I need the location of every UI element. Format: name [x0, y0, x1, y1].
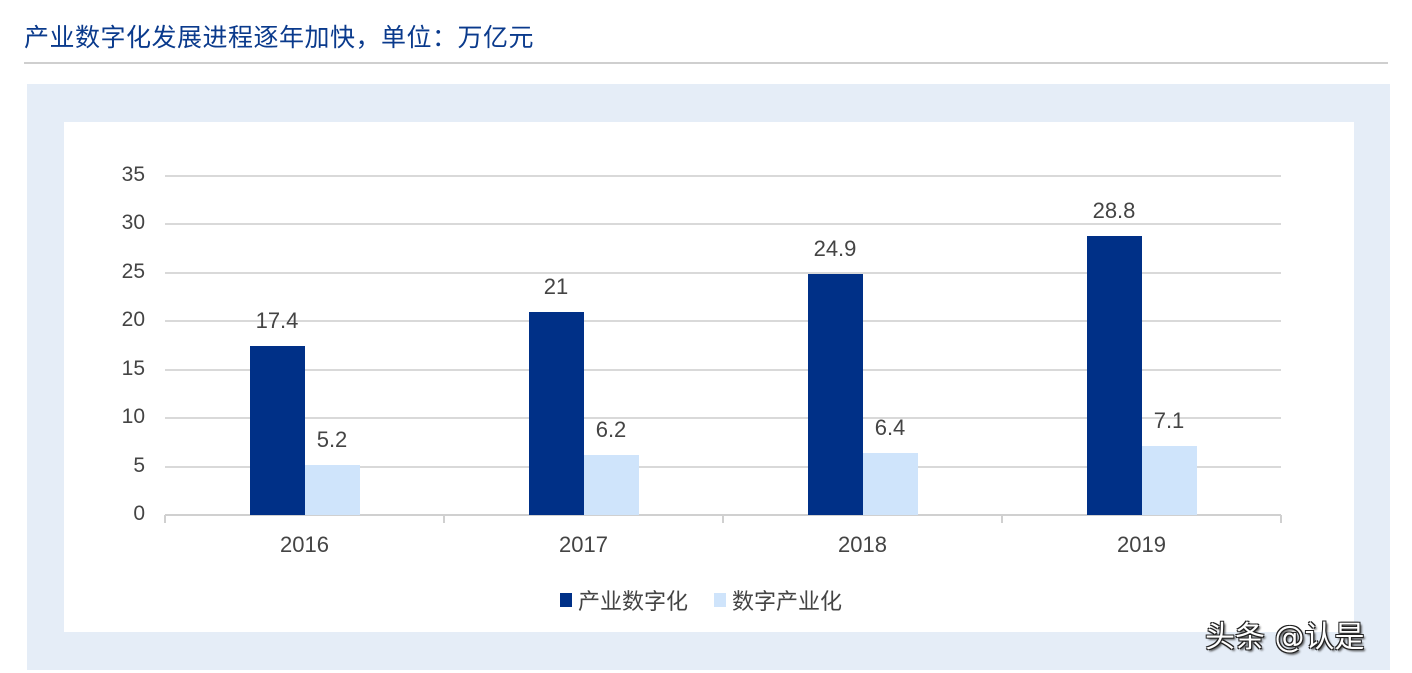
legend-item-industrial-digitalization: 产业数字化	[560, 584, 688, 616]
bar-industrial-digitalization	[807, 273, 863, 515]
x-axis-tick-mark	[722, 515, 724, 523]
data-label: 7.1	[1153, 408, 1185, 434]
data-label: 17.4	[255, 308, 299, 334]
x-axis-category-label: 2017	[559, 532, 608, 557]
x-axis-tick-mark	[164, 515, 166, 523]
legend-label: 产业数字化	[578, 590, 689, 615]
title-divider	[24, 62, 1388, 64]
bar-industrial-digitalization	[528, 311, 584, 515]
bar-digital-industrialization	[304, 464, 360, 515]
bar-digital-industrialization	[1141, 446, 1197, 515]
data-label: 21	[543, 273, 569, 299]
watermark-text: 头条 @认是	[1205, 620, 1365, 655]
bar-industrial-digitalization	[1086, 236, 1142, 515]
gridline	[165, 368, 1281, 371]
legend-item-digital-industrialization: 数字产业化	[714, 584, 842, 616]
y-axis-tick-label: 0	[133, 502, 145, 525]
gridline	[165, 223, 1281, 226]
bar-digital-industrialization	[862, 453, 918, 515]
data-label: 28.8	[1092, 198, 1136, 224]
data-label: 6.2	[595, 416, 627, 442]
x-axis-tick-mark	[1280, 515, 1282, 523]
x-axis-tick-mark	[1001, 515, 1003, 523]
gridline	[165, 417, 1281, 420]
y-axis-tick-label: 15	[121, 356, 145, 380]
y-axis-tick-label: 20	[121, 308, 145, 332]
x-axis-tick-mark	[443, 515, 445, 523]
chart-title: 产业数字化发展进程逐年加快，单位：万亿元	[24, 23, 535, 52]
gridline	[165, 465, 1281, 468]
x-axis-category-label: 2016	[280, 532, 329, 557]
gridline	[165, 320, 1281, 323]
gridline	[165, 271, 1281, 274]
chart-legend: 产业数字化 数字产业化	[560, 584, 868, 616]
x-axis-category-label: 2019	[1117, 532, 1166, 557]
data-label: 24.9	[813, 235, 857, 261]
x-axis-category-label: 2018	[838, 532, 887, 557]
legend-swatch-light-blue	[714, 593, 727, 607]
bar-digital-industrialization	[583, 454, 639, 515]
y-axis-tick-label: 30	[121, 211, 145, 235]
y-axis-tick-label: 10	[121, 405, 145, 429]
data-label: 5.2	[316, 426, 348, 452]
gridline	[165, 175, 1281, 177]
data-label: 6.4	[874, 415, 906, 440]
legend-label: 数字产业化	[732, 590, 843, 615]
bar-industrial-digitalization	[249, 346, 305, 515]
y-axis-tick-label: 25	[121, 259, 145, 283]
y-axis-tick-label: 35	[121, 163, 145, 186]
legend-swatch-dark-blue	[560, 593, 572, 607]
y-axis-tick-label: 5	[133, 453, 145, 477]
